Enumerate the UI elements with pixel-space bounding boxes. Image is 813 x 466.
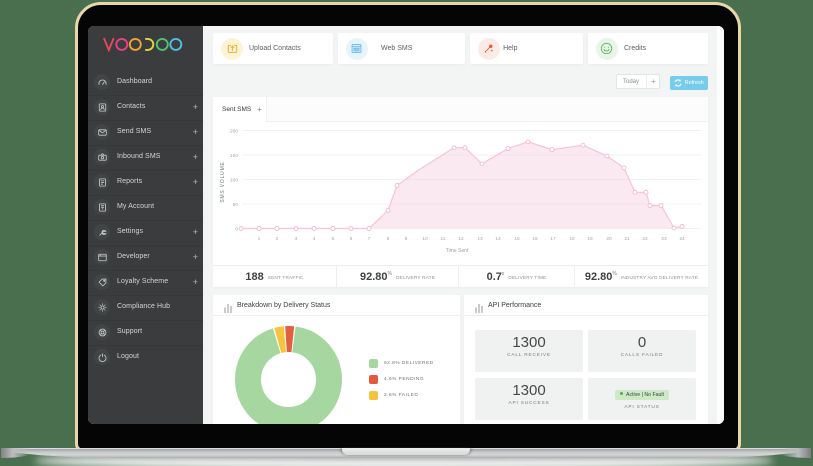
svg-text:Time Sent: Time Sent (446, 248, 469, 254)
svg-text:23: 23 (661, 236, 667, 242)
svg-text:19: 19 (587, 236, 593, 242)
svg-text:13: 13 (477, 236, 483, 242)
svg-text:3: 3 (295, 236, 298, 242)
svg-text:7: 7 (368, 236, 371, 242)
svg-text:0: 0 (235, 227, 238, 233)
svg-text:5: 5 (332, 236, 335, 242)
svg-text:24: 24 (679, 236, 685, 242)
svg-text:8: 8 (387, 236, 390, 242)
svg-text:10: 10 (422, 236, 428, 242)
svg-text:12: 12 (458, 236, 464, 242)
svg-text:21: 21 (624, 236, 630, 242)
svg-text:150: 150 (230, 153, 238, 159)
svg-text:14: 14 (495, 236, 501, 242)
svg-text:4: 4 (313, 236, 316, 242)
svg-text:9: 9 (405, 236, 408, 242)
svg-text:SMS VOLUME: SMS VOLUME (220, 161, 226, 202)
svg-text:1: 1 (258, 236, 261, 242)
svg-text:11: 11 (441, 236, 446, 242)
svg-text:100: 100 (230, 178, 238, 184)
svg-text:50: 50 (233, 202, 239, 208)
svg-text:22: 22 (642, 236, 648, 242)
svg-text:18: 18 (569, 236, 575, 242)
svg-text:16: 16 (532, 236, 538, 242)
svg-text:6: 6 (350, 236, 353, 242)
svg-text:15: 15 (514, 236, 520, 242)
svg-text:200: 200 (230, 129, 238, 135)
svg-text:17: 17 (550, 236, 556, 242)
svg-text:2: 2 (276, 236, 279, 242)
svg-text:20: 20 (606, 236, 612, 242)
